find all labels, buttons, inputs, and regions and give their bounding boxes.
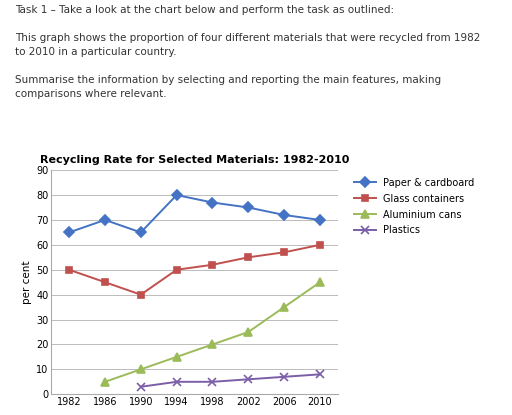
Paper & cardboard bbox=[245, 205, 251, 210]
Paper & cardboard bbox=[209, 200, 216, 205]
Paper & cardboard bbox=[66, 230, 72, 235]
Line: Plastics: Plastics bbox=[137, 370, 324, 391]
Aluminium cans bbox=[174, 354, 180, 359]
Aluminium cans bbox=[245, 330, 251, 334]
Paper & cardboard bbox=[174, 193, 180, 198]
Line: Paper & cardboard: Paper & cardboard bbox=[66, 192, 324, 236]
Aluminium cans bbox=[102, 379, 108, 384]
Plastics bbox=[281, 374, 287, 379]
Paper & cardboard bbox=[281, 212, 287, 217]
Plastics bbox=[138, 384, 144, 389]
Paper & cardboard bbox=[102, 217, 108, 222]
Glass containers bbox=[138, 292, 144, 297]
Legend: Paper & cardboard, Glass containers, Aluminium cans, Plastics: Paper & cardboard, Glass containers, Alu… bbox=[351, 175, 478, 238]
Plastics bbox=[245, 377, 251, 382]
Aluminium cans bbox=[138, 367, 144, 372]
Paper & cardboard bbox=[317, 217, 323, 222]
Glass containers bbox=[245, 255, 251, 260]
Line: Glass containers: Glass containers bbox=[66, 242, 324, 298]
Line: Aluminium cans: Aluminium cans bbox=[101, 278, 324, 386]
Plastics bbox=[317, 372, 323, 377]
Paper & cardboard bbox=[138, 230, 144, 235]
Plastics bbox=[174, 379, 180, 384]
Title: Recycling Rate for Selected Materials: 1982-2010: Recycling Rate for Selected Materials: 1… bbox=[40, 155, 349, 165]
Glass containers bbox=[66, 267, 72, 272]
Glass containers bbox=[174, 267, 180, 272]
Aluminium cans bbox=[281, 305, 287, 310]
Glass containers bbox=[102, 280, 108, 285]
Text: Task 1 – Take a look at the chart below and perform the task as outlined:

This : Task 1 – Take a look at the chart below … bbox=[15, 5, 481, 99]
Y-axis label: per cent: per cent bbox=[22, 261, 32, 304]
Aluminium cans bbox=[209, 342, 216, 347]
Glass containers bbox=[317, 242, 323, 247]
Glass containers bbox=[281, 250, 287, 255]
Aluminium cans bbox=[317, 280, 323, 285]
Plastics bbox=[209, 379, 216, 384]
Glass containers bbox=[209, 262, 216, 267]
